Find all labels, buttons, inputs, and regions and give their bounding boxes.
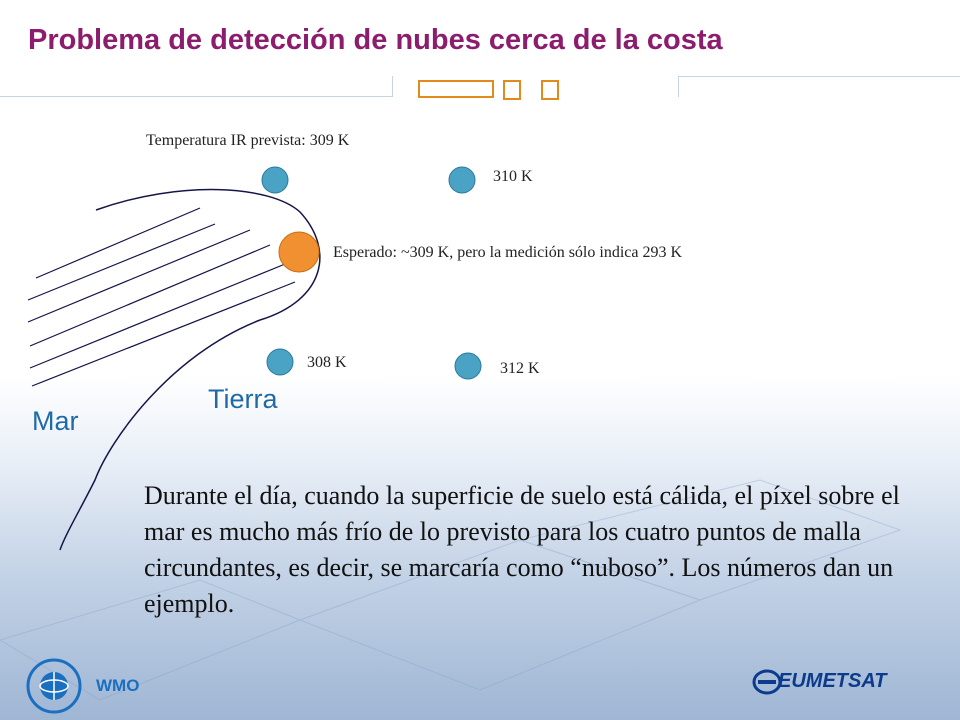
coastline: [59, 188, 321, 551]
sea-pixel: [278, 231, 320, 273]
sea-hatching: [27, 207, 296, 387]
label-308k: 308 K: [307, 354, 347, 371]
header-rule-right: [678, 76, 960, 97]
label-312k: 312 K: [500, 360, 540, 377]
wmo-logo-icon: [26, 658, 82, 714]
eumetsat-logo-icon: [752, 669, 782, 695]
grid-point-top-left: [261, 166, 289, 194]
background-pattern: [0, 479, 902, 701]
land-label: Tierra: [208, 384, 278, 414]
slide-title: Problema de detección de nubes cerca de …: [28, 24, 723, 56]
accent-bar: [418, 80, 494, 98]
accent-box: [503, 80, 521, 100]
explanation-text: Durante el día, cuando la superficie de …: [144, 481, 900, 618]
label-310k: 310 K: [493, 168, 533, 185]
grid-point-top-right: [448, 166, 476, 194]
forecast-label: Temperatura IR prevista: 309 K: [146, 132, 350, 149]
wmo-label: WMO: [96, 676, 140, 695]
expected-label: Esperado: ~309 K, pero la medición sólo …: [333, 244, 683, 261]
header-rule-left: [0, 76, 393, 97]
sea-label: Mar: [32, 406, 79, 436]
grid-point-bottom-left: [266, 348, 294, 376]
eumetsat-label: EUMETSAT: [778, 670, 887, 692]
grid-point-bottom-right: [454, 352, 482, 380]
accent-box: [541, 80, 559, 100]
